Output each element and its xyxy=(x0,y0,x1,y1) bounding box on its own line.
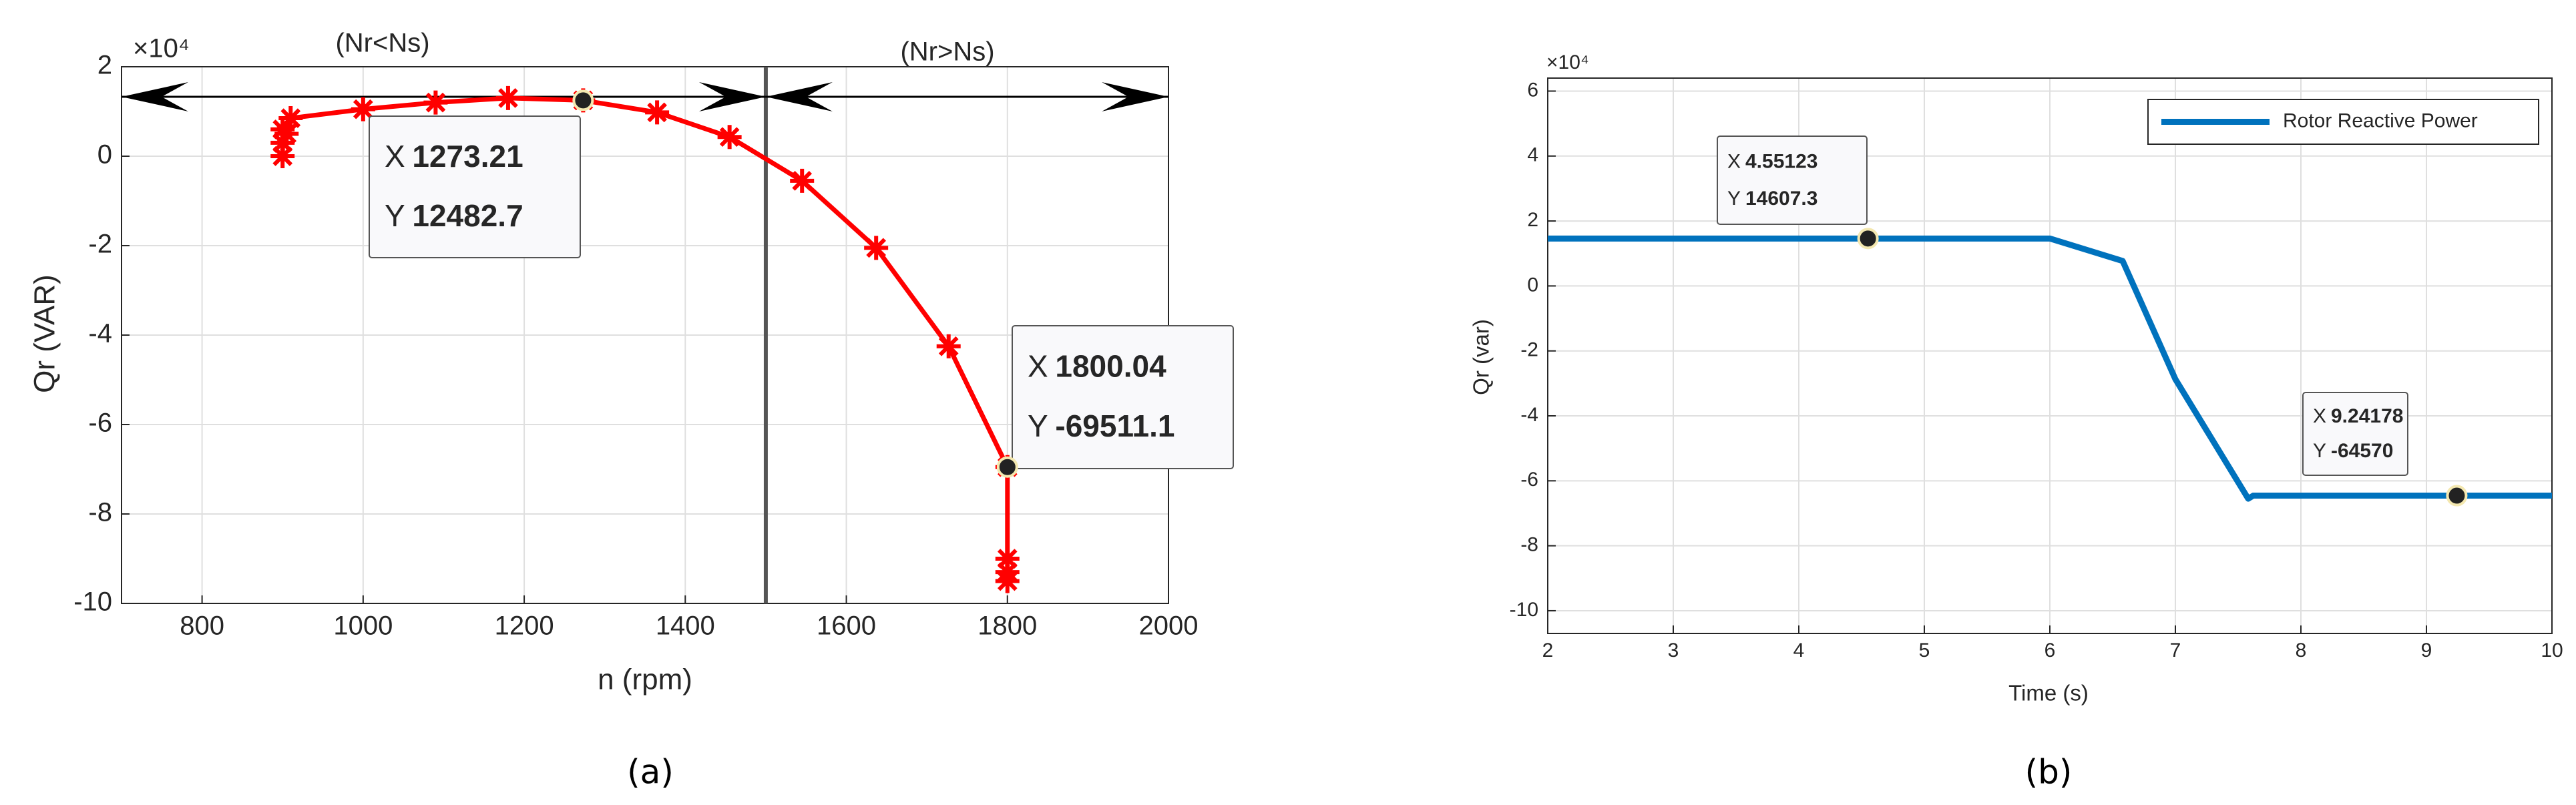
datatip-key: X xyxy=(1727,151,1741,173)
marker xyxy=(278,106,303,131)
axes-box xyxy=(1547,77,2553,634)
marker xyxy=(995,569,1020,593)
x-axis-label: n (rpm) xyxy=(598,663,692,696)
y-tick-label: 2 xyxy=(1527,209,1538,231)
marker xyxy=(864,236,889,260)
x-tick-label: 8 xyxy=(2296,639,2307,661)
marker xyxy=(495,85,520,110)
y-axis-label: Qr (var) xyxy=(1469,319,1494,395)
marker xyxy=(717,125,742,150)
marker xyxy=(995,547,1020,571)
x-tick-label: 3 xyxy=(1668,639,1679,661)
datatip-key: X xyxy=(2313,405,2326,427)
datatip-key: Y xyxy=(1028,409,1048,443)
datatip-value: 14607.3 xyxy=(1745,188,1817,210)
datatip-key: X xyxy=(385,139,405,174)
x-tick-label: 10 xyxy=(2541,639,2563,661)
datatip-value: 9.24178 xyxy=(2331,405,2403,427)
datatip-key: X xyxy=(1028,348,1048,383)
datatip-box xyxy=(2302,392,2408,476)
arrow-head xyxy=(1102,82,1168,111)
y-tick-label: -2 xyxy=(1520,339,1538,361)
x-tick-label: 7 xyxy=(2170,639,2181,661)
x-tick-label: 6 xyxy=(2045,639,2056,661)
y-tick-label: -4 xyxy=(1520,404,1538,426)
y-tick-label: 0 xyxy=(97,140,112,170)
data-line xyxy=(1548,235,2552,502)
datatip-point xyxy=(1857,228,1879,250)
datatip-box xyxy=(1717,136,1868,225)
x-tick-label: 1600 xyxy=(817,611,876,641)
x-tick-label: 1800 xyxy=(978,611,1037,641)
datatip-point xyxy=(996,456,1018,478)
x-tick-label: 2000 xyxy=(1139,611,1199,641)
x-tick-label: 9 xyxy=(2421,639,2432,661)
x-tick-label: 4 xyxy=(1793,639,1805,661)
x-tick-label: 5 xyxy=(1919,639,1930,661)
datatip-value: 12482.7 xyxy=(412,198,523,233)
y-tick-label: 0 xyxy=(1527,274,1538,296)
arrow-head xyxy=(765,82,833,111)
marker xyxy=(645,100,670,125)
marker xyxy=(936,334,961,358)
marker xyxy=(423,90,448,115)
x-tick-label: 1000 xyxy=(333,611,393,641)
x-tick-label: 800 xyxy=(180,611,224,641)
marker xyxy=(790,168,815,193)
y-exponent: ×10⁴ xyxy=(133,34,190,63)
datatip-point xyxy=(572,89,594,111)
y-tick-label: -8 xyxy=(1520,534,1538,556)
y-tick-label: 6 xyxy=(1527,79,1538,101)
datatip-point xyxy=(2446,485,2468,507)
x-tick-label: 2 xyxy=(1542,639,1554,661)
datatip-value: 1800.04 xyxy=(1055,348,1166,383)
y-tick-label: -10 xyxy=(73,587,112,617)
annotation: (Nr<Ns) xyxy=(335,29,429,58)
y-tick-label: -6 xyxy=(88,409,112,438)
caption: (a) xyxy=(627,753,674,792)
y-tick-label: 2 xyxy=(97,51,112,80)
datatip-value: -64570 xyxy=(2331,440,2393,462)
legend-label: Rotor Reactive Power xyxy=(2283,109,2478,131)
y-tick-label: 4 xyxy=(1527,144,1538,166)
x-tick-label: 1200 xyxy=(495,611,554,641)
datatip-value: 4.55123 xyxy=(1745,151,1817,173)
annotation: (Nr>Ns) xyxy=(900,37,994,67)
datatip-key: Y xyxy=(385,198,405,233)
datatip-box xyxy=(369,115,581,258)
marker xyxy=(274,121,299,146)
datatip-key: Y xyxy=(1727,188,1741,210)
marker xyxy=(270,130,295,155)
y-tick-label: -8 xyxy=(88,498,112,527)
arrow-head xyxy=(698,82,766,111)
marker xyxy=(270,144,295,168)
y-tick-label: -10 xyxy=(1510,599,1538,621)
marker xyxy=(351,97,375,121)
y-tick-label: -6 xyxy=(1520,469,1538,491)
datatip-key: Y xyxy=(2313,440,2326,462)
y-axis-label: Qr (VAR) xyxy=(29,274,61,393)
x-tick-label: 1400 xyxy=(656,611,715,641)
datatip-value: 1273.21 xyxy=(412,139,523,174)
x-axis-label: Time (s) xyxy=(2008,681,2089,706)
y-exponent: ×10⁴ xyxy=(1546,51,1589,73)
y-tick-label: -2 xyxy=(88,230,112,259)
arrow-head xyxy=(122,82,188,111)
caption: (b) xyxy=(2025,753,2073,792)
datatip-value: -69511.1 xyxy=(1055,409,1174,443)
datatip-box xyxy=(1012,325,1234,469)
y-tick-label: -4 xyxy=(88,319,112,348)
